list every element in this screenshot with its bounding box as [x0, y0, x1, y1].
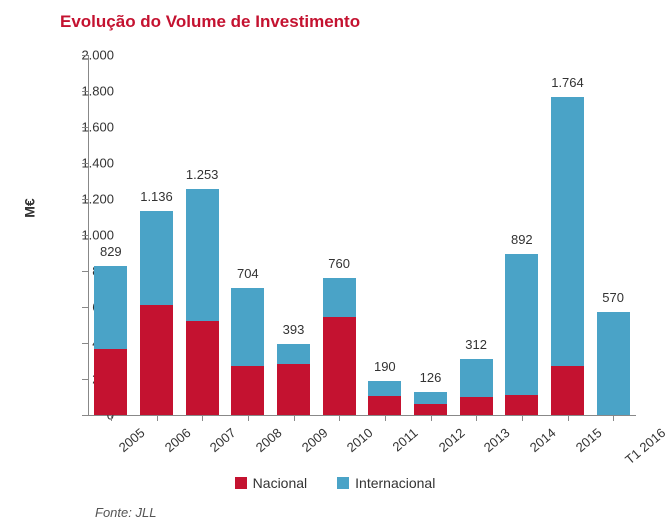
x-tick-label: 2012 [435, 425, 467, 455]
x-tick-label: 2008 [253, 425, 285, 455]
bar-total-label: 1.253 [186, 167, 219, 182]
bar-total-label: 393 [283, 322, 305, 337]
bar-segment-nacional [140, 305, 173, 415]
x-tick-label: 2013 [481, 425, 513, 455]
x-tick-mark [202, 415, 203, 421]
y-tick-mark [82, 415, 88, 416]
x-tick-label: 2015 [572, 425, 604, 455]
bar-group: 312 [460, 359, 493, 415]
bar-segment-internacional [277, 344, 310, 363]
bar-group: 1.253 [186, 189, 219, 415]
bar-total-label: 190 [374, 359, 396, 374]
bar-group: 704 [231, 288, 264, 415]
x-tick-mark [613, 415, 614, 421]
legend: Nacional Internacional [0, 475, 670, 491]
bar-total-label: 312 [465, 337, 487, 352]
x-tick-mark [111, 415, 112, 421]
chart-title: Evolução do Volume de Investimento [60, 12, 360, 32]
bar-group: 190 [368, 381, 401, 415]
x-axis-line [88, 415, 636, 416]
bar-segment-nacional [323, 317, 356, 415]
bar-group: 570 [597, 312, 630, 415]
bar-segment-internacional [323, 278, 356, 317]
bar-group: 1.764 [551, 97, 584, 415]
x-tick-label: 2006 [161, 425, 193, 455]
bar-segment-internacional [94, 266, 127, 350]
bar-total-label: 570 [602, 290, 624, 305]
bar-group: 760 [323, 278, 356, 415]
source-text: Fonte: JLL [95, 505, 156, 520]
bar-segment-internacional [414, 392, 447, 404]
bar-total-label: 1.136 [140, 189, 173, 204]
bar-total-label: 126 [420, 370, 442, 385]
x-tick-mark [294, 415, 295, 421]
legend-label-nacional: Nacional [253, 475, 307, 491]
bar-total-label: 829 [100, 244, 122, 259]
x-tick-label: 2007 [207, 425, 239, 455]
legend-label-internacional: Internacional [355, 475, 435, 491]
bar-segment-internacional [505, 254, 538, 395]
chart-plot-area: 829 1.136 1.253 704 393 760 190 126 312 892 1.764 5… [88, 55, 636, 415]
x-tick-mark [431, 415, 432, 421]
bar-segment-nacional [551, 366, 584, 416]
x-tick-label: 2009 [298, 425, 330, 455]
bar-segment-internacional [597, 312, 630, 415]
x-tick-label: 2011 [389, 425, 420, 454]
legend-swatch-nacional [235, 477, 247, 489]
x-tick-mark [522, 415, 523, 421]
legend-swatch-internacional [337, 477, 349, 489]
bar-group: 393 [277, 344, 310, 415]
x-tick-label: T1 2016 [622, 425, 668, 467]
bar-total-label: 760 [328, 256, 350, 271]
bar-group: 126 [414, 392, 447, 415]
bar-segment-nacional [94, 349, 127, 415]
bar-segment-nacional [505, 395, 538, 415]
bar-segment-nacional [277, 364, 310, 415]
bar-segment-nacional [368, 396, 401, 415]
bar-segment-nacional [231, 366, 264, 415]
bar-segment-internacional [231, 288, 264, 366]
x-tick-label: 2014 [527, 425, 559, 455]
bar-group: 1.136 [140, 211, 173, 415]
bar-group: 892 [505, 254, 538, 415]
bar-total-label: 892 [511, 232, 533, 247]
x-tick-mark [248, 415, 249, 421]
legend-item-nacional: Nacional [235, 475, 307, 491]
x-tick-mark [385, 415, 386, 421]
x-tick-mark [476, 415, 477, 421]
bar-segment-internacional [140, 211, 173, 306]
y-axis-label: M€ [22, 198, 38, 217]
x-tick-mark [339, 415, 340, 421]
x-tick-mark [157, 415, 158, 421]
bar-segment-nacional [414, 404, 447, 415]
bar-segment-internacional [551, 97, 584, 365]
bar-segment-nacional [186, 321, 219, 415]
bar-segment-internacional [186, 189, 219, 321]
x-tick-mark [568, 415, 569, 421]
legend-item-internacional: Internacional [337, 475, 435, 491]
bar-total-label: 1.764 [551, 75, 584, 90]
bar-segment-nacional [460, 397, 493, 415]
x-tick-label: 2010 [344, 425, 376, 455]
bar-group: 829 [94, 266, 127, 415]
bar-total-label: 704 [237, 266, 259, 281]
bar-segment-internacional [368, 381, 401, 396]
x-tick-label: 2005 [116, 425, 148, 455]
bar-segment-internacional [460, 359, 493, 397]
